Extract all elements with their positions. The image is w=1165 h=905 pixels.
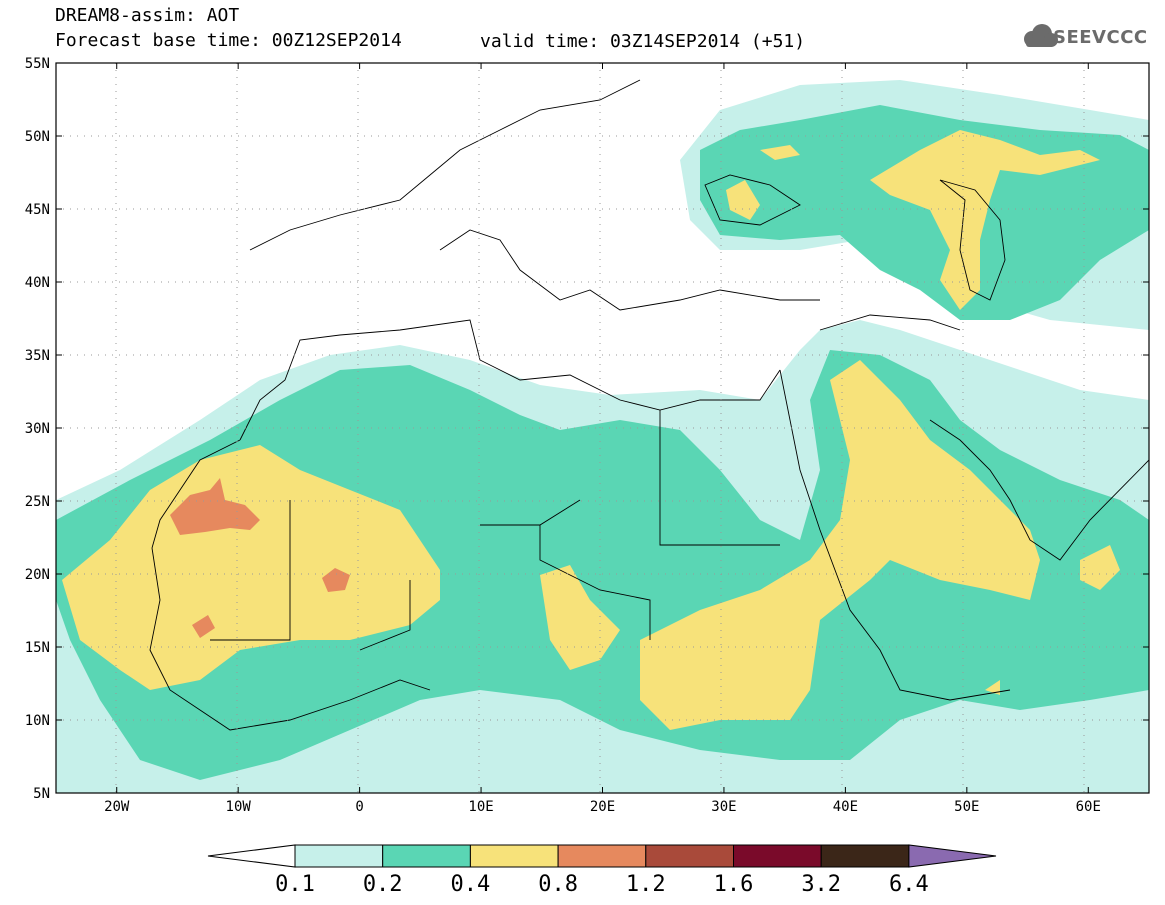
lon-tick-label: 10W [226, 799, 252, 815]
forecast-base-time: Forecast base time: 00Z12SEP2014 [55, 30, 402, 51]
lat-tick-label: 5N [33, 786, 50, 802]
lat-tick-label: 35N [25, 348, 50, 364]
colorbar-label: 0.1 [275, 872, 315, 897]
seevccc-logo [1024, 24, 1058, 47]
colorbar-label: 0.8 [538, 872, 578, 897]
colorbar-under-arrow [207, 844, 296, 868]
graticule [56, 63, 1149, 793]
colorbar-swatch [820, 844, 910, 868]
colorbar-label: 1.2 [626, 872, 666, 897]
lon-tick-label: 40E [833, 799, 858, 815]
colorbar-swatch [557, 844, 647, 868]
aot-fields [56, 63, 1149, 793]
lat-tick-label: 20N [25, 567, 50, 583]
longitude-axis: 20W 10W 0 10E 20E 30E 40E 50E 60E [104, 63, 1101, 815]
aot-band-0-4 [62, 130, 1120, 730]
lon-tick-label: 30E [711, 799, 736, 815]
valid-time: valid time: 03Z14SEP2014 (+51) [480, 31, 806, 52]
lat-tick-label: 30N [25, 421, 50, 437]
colorbar-label: 6.4 [889, 872, 929, 897]
latitude-axis: 5N 10N 15N 20N 25N 30N 35N 40N 45N 50N 55N [25, 56, 1149, 802]
colorbar-label: 0.4 [451, 872, 491, 897]
lat-tick-label: 55N [25, 56, 50, 72]
lat-tick-label: 45N [25, 202, 50, 218]
colorbar-over-arrow [908, 844, 997, 868]
colorbar-label: 3.2 [801, 872, 841, 897]
colorbar-swatch [294, 844, 384, 868]
lat-tick-label: 10N [25, 713, 50, 729]
lat-tick-label: 40N [25, 275, 50, 291]
lon-tick-label: 20W [104, 799, 130, 815]
lon-tick-label: 20E [590, 799, 615, 815]
cloud-icon [1024, 24, 1058, 47]
colorbar-label: 1.6 [714, 872, 754, 897]
lat-tick-label: 25N [25, 494, 50, 510]
lon-tick-label: 60E [1076, 799, 1101, 815]
colorbar-swatch [382, 844, 471, 868]
lon-tick-label: 0 [355, 799, 363, 815]
map-title: DREAM8-assim: AOT [55, 5, 240, 26]
coastlines [149, 79, 1149, 731]
colorbar-swatch [733, 844, 822, 868]
colorbar: 0.1 0.2 0.4 0.8 1.2 1.6 3.2 6.4 [207, 844, 997, 897]
lat-tick-label: 50N [25, 129, 50, 145]
lon-tick-label: 50E [954, 799, 979, 815]
colorbar-swatch [469, 844, 559, 868]
logo-text: SEEVCCC [1053, 27, 1148, 48]
colorbar-swatch [645, 844, 734, 868]
lon-tick-label: 10E [468, 799, 493, 815]
colorbar-label: 0.2 [363, 872, 403, 897]
lat-tick-label: 15N [25, 640, 50, 656]
